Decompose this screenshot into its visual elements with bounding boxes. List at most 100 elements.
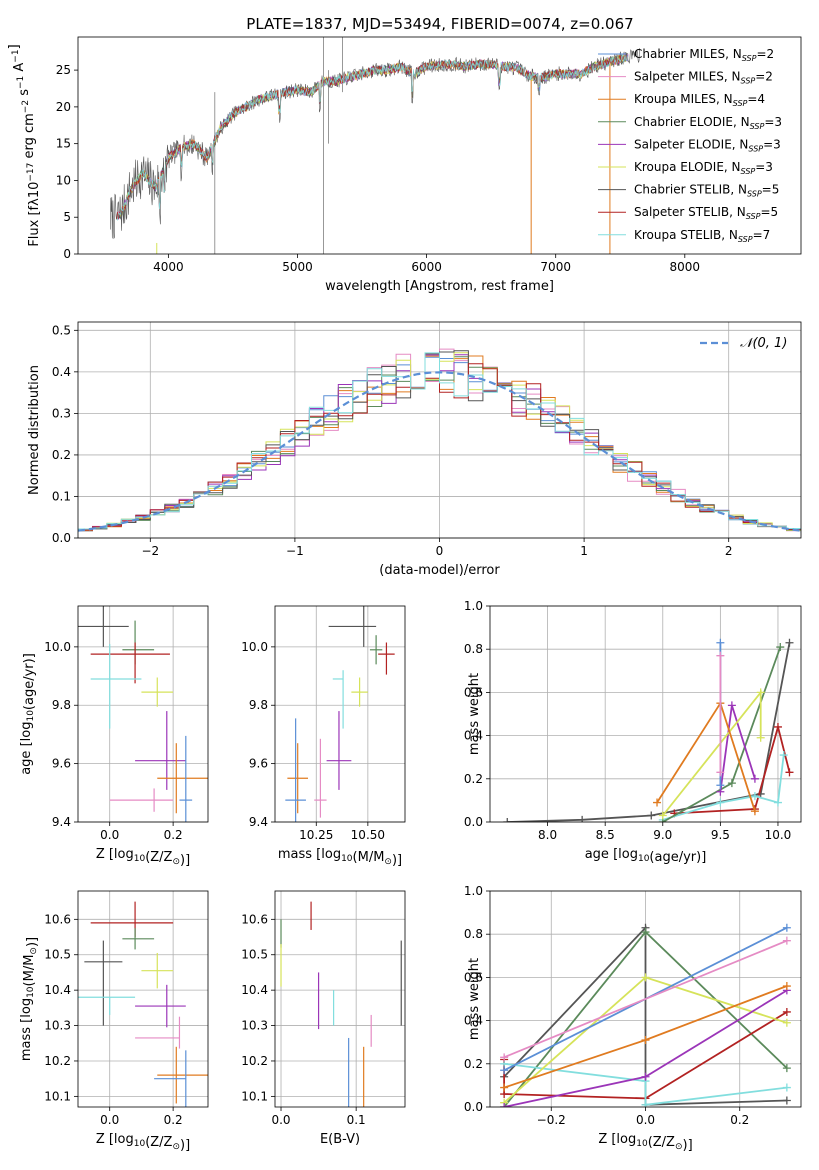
legend-label-kroupa-miles: Kroupa MILES, NSSP=4	[634, 92, 765, 108]
series-marker	[750, 774, 759, 783]
errorbar-point-chabrier-elodie	[122, 928, 155, 950]
y-tick-label: 0.5	[52, 323, 71, 337]
y-tick-label: 10.0	[44, 640, 71, 654]
label-part: Normed distribution	[27, 365, 42, 495]
errorbar-point-salpeter-miles	[109, 788, 174, 812]
panel-spectrum: 4000 5000 6000 7000 8000 0 5 10 15 20 25 wavelength…	[7, 36, 802, 294]
errorbar-point-kroupa-miles	[157, 743, 208, 814]
label-part: (age/yr)]	[649, 850, 706, 865]
x-axis-label: mass [log10(M/M⊙)]	[278, 847, 402, 868]
x-tick-label: 1	[580, 544, 588, 558]
y-axis-label: Flux [fλ10−17 erg cm−2 s−1 A−1]	[7, 44, 42, 246]
model-spectrum-salpeter-stelib	[116, 55, 629, 220]
y-tick-label: 10.1	[44, 1089, 71, 1103]
legend-label-chabrier-elodie: Chabrier ELODIE, NSSP=3	[634, 115, 782, 131]
label-part: )]	[180, 853, 190, 868]
errorbar-point-salpeter-stelib	[90, 642, 170, 684]
x-tick-label: −1	[286, 544, 304, 558]
label-part: mass [log	[278, 847, 341, 862]
series-kroupa-elodie	[658, 688, 765, 820]
series-marker	[750, 792, 759, 801]
label-part: A	[12, 63, 27, 76]
errorbar-point-kroupa-miles	[287, 743, 309, 814]
series-kroupa-stelib	[500, 1059, 791, 1107]
x-axis-label: age [log10(age/yr)]	[585, 847, 707, 865]
series-marker	[782, 936, 791, 945]
legend-subscript: SSP	[741, 167, 756, 176]
legend-count: =7	[753, 228, 771, 242]
legend-count: =3	[764, 115, 782, 129]
x-tick-label: 0.0	[636, 1113, 655, 1127]
errorbar-point-chabrier-miles	[179, 735, 193, 822]
x-tick-label: 10.0	[765, 828, 792, 842]
plot-area-residuals	[78, 348, 801, 533]
y-tick-label: 0.4	[52, 365, 71, 379]
legend-label-salpeter-miles: Salpeter MILES, NSSP=2	[634, 70, 773, 86]
legend-label-chabrier-miles: Chabrier MILES, NSSP=2	[634, 47, 774, 63]
series-marker	[641, 1072, 650, 1081]
legend-text: Chabrier ELODIE, N	[634, 115, 750, 129]
errorbar-point-kroupa-elodie	[141, 952, 174, 989]
series-marker	[716, 798, 725, 807]
normal-reference-curve	[78, 371, 801, 532]
y-tick-label: 10.5	[44, 948, 71, 962]
label-part: ⊙	[172, 1142, 180, 1152]
legend-text: Kroupa MILES, N	[634, 92, 733, 106]
x-tick-label: 8.5	[596, 828, 615, 842]
y-tick-label: 0.2	[464, 1057, 483, 1071]
plots-root: 4000 5000 6000 7000 80000510152025wavelength…	[7, 36, 802, 1153]
series-marker	[658, 811, 667, 820]
y-tick-label: 9.4	[249, 815, 268, 829]
panel-mass_vs_ebv: 0.0 0.1 10.1 10.2 10.3 10.4 10.5 10.6 E(B-V)	[241, 890, 406, 1147]
y-tick-label: 10.0	[241, 640, 268, 654]
y-tick-label: 0.2	[52, 448, 71, 462]
series-marker	[716, 781, 725, 790]
x-axis-label: Z [log10(Z/Z⊙)]	[598, 1132, 692, 1153]
legend-count: =2	[755, 70, 773, 84]
series-marker	[727, 779, 736, 788]
legend-count: =2	[756, 47, 774, 61]
legend-count: =5	[760, 205, 778, 219]
errorbar-point-kroupa-stelib	[78, 996, 136, 1015]
y-tick-label: 10.1	[241, 1089, 268, 1103]
errorbar-point-chabrier-elodie	[369, 635, 383, 665]
label-part: (M/M	[22, 955, 37, 987]
y-tick-label: 10.6	[241, 912, 268, 926]
plot-area-age_vs_Z	[78, 606, 208, 822]
label-part: 10	[134, 854, 146, 864]
y-tick-label: 10.2	[241, 1054, 268, 1068]
series-marker	[756, 733, 765, 742]
label-part: ⊙	[675, 1142, 683, 1152]
x-tick-label: 10.25	[299, 828, 333, 842]
x-tick-label: 6000	[411, 260, 442, 274]
label-part: Z [log	[96, 1132, 134, 1147]
series-marker	[500, 1103, 509, 1107]
series-marker	[641, 1100, 650, 1107]
y-tick-label: 0.1	[52, 489, 71, 503]
label-part: age [log	[585, 847, 638, 862]
legend-count: =4	[747, 92, 765, 106]
x-tick-label: 10.50	[351, 828, 385, 842]
series-marker	[782, 982, 791, 991]
label-part: ⊙	[29, 947, 39, 955]
series-salpeter-miles	[500, 936, 791, 1062]
y-tick-label: 0.4	[464, 729, 483, 743]
series-line	[503, 1062, 788, 1106]
legend-subscript: SSP	[748, 144, 763, 153]
legend-subscript: SSP	[746, 212, 761, 221]
series-marker	[500, 1083, 509, 1092]
series-marker	[782, 1064, 791, 1073]
legend-text: Chabrier STELIB, N	[634, 183, 747, 197]
plot-area-mass_weight_vs_Z	[500, 923, 791, 1107]
label-part: 10	[26, 710, 36, 722]
x-tick-label: 2	[725, 544, 733, 558]
label-part: E(B-V)	[320, 1132, 360, 1147]
y-axis-label: age [log10(age/yr)]	[19, 653, 37, 775]
panel-mass_weight_vs_age: 8.0 8.5 9.0 9.5 10.0 0.0 0.2 0.4 0.6 0.8 1.0 age [l…	[464, 599, 802, 865]
errorbar-point-chabrier-miles	[285, 718, 306, 822]
legend-count: =5	[762, 183, 780, 197]
errorbar-point-chabrier-stelib	[78, 606, 129, 647]
y-tick-label: 10.5	[241, 948, 268, 962]
y-tick-label: 10.4	[44, 983, 71, 997]
